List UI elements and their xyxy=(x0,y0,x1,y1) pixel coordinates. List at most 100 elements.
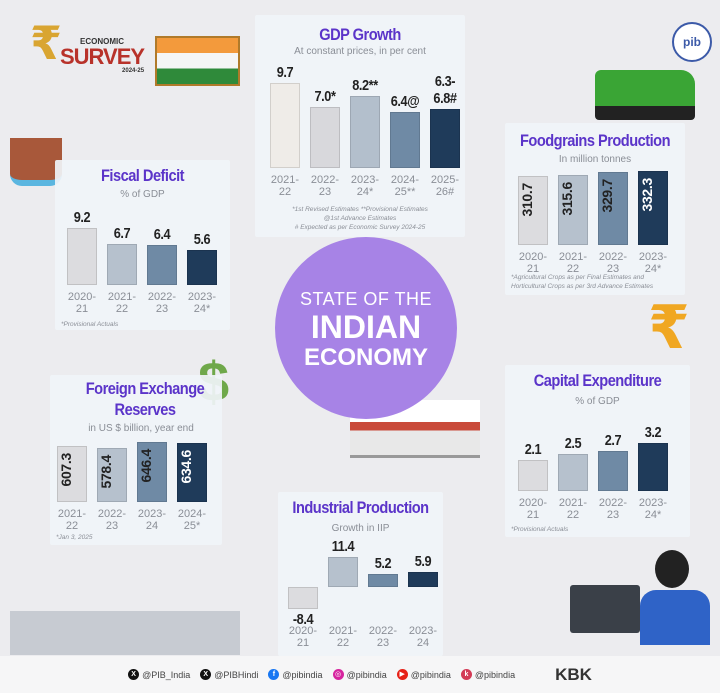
chart-title: GDP Growth xyxy=(319,25,401,44)
category-label: 2021-22 xyxy=(270,174,300,198)
value-label: 5.9 xyxy=(414,552,432,570)
credit: KBK xyxy=(555,664,592,684)
chart-title: Foreign Exchange Reserves xyxy=(85,379,205,419)
value-label: 9.2 xyxy=(73,209,91,227)
category-label: 2023-24* xyxy=(638,251,668,275)
tractor-icon xyxy=(595,70,695,120)
category-label: 2022-23 xyxy=(97,508,127,532)
capex-plot: 2.1 2020-21 2.5 2021-22 2.7 2022-23 3.2 2023-24… xyxy=(513,424,688,521)
social-handles: X @PIB_India X @PIBHindi f @pibindia ◎ @pibindi… xyxy=(128,669,515,680)
chart-title: Industrial Production xyxy=(292,498,429,517)
value-label: 6.4@ xyxy=(390,93,420,110)
value-label: 7.0* xyxy=(314,87,336,105)
bar xyxy=(107,243,137,285)
kooapp-icon: k xyxy=(460,669,472,680)
value-label: 6.7 xyxy=(113,224,131,242)
category-label: 2020-21 xyxy=(67,291,97,315)
value-label: 634.6 xyxy=(178,450,194,484)
note-line: *1st Revised Estimates **Provisional Est… xyxy=(292,206,428,213)
foodgrains-panel: Foodgrains Production In million tonnes … xyxy=(505,123,685,295)
social-handle[interactable]: X @PIB_India xyxy=(128,669,190,680)
note-line: *Provisional Actuals xyxy=(61,321,119,328)
social-handle[interactable]: ▶ @pibindia xyxy=(396,669,451,680)
instagram-icon: ◎ xyxy=(332,669,344,680)
center-line-1: STATE OF THE xyxy=(299,289,432,309)
economic-survey-logo: ECONOMIC SURVEY 2024-25 xyxy=(60,37,145,75)
india-flag-container-icon xyxy=(155,36,240,86)
chart-title: Fiscal Deficit xyxy=(101,166,184,185)
category-label: 2025-26# xyxy=(430,174,460,198)
footer: X @PIB_India X @PIBHindi f @pibindia ◎ @pibindi… xyxy=(0,656,720,693)
bar xyxy=(408,571,438,588)
category-label: 2021-22 xyxy=(107,291,137,315)
value-label: 332.3 xyxy=(639,177,655,212)
note-line: *Agricultural Crops as per Final Estimat… xyxy=(511,274,644,281)
value-label: 5.2 xyxy=(374,554,392,572)
handle-text: @pibindia xyxy=(346,669,387,680)
chart-notes: *Provisional Actuals xyxy=(61,320,224,329)
category-label: 2022-23 xyxy=(598,497,628,521)
industrial-plot: -8.4 2020-21 11.4 2021-22 5.2 2022-23 5.9 2023-… xyxy=(283,538,443,649)
note-line: *Jan 3, 2025 xyxy=(56,534,93,541)
chart-title: Capital Expenditure xyxy=(533,371,662,390)
x-icon: X xyxy=(128,669,140,680)
chart-subtitle: At constant prices, in per cent xyxy=(294,46,426,57)
chart-subtitle: Growth in IIP xyxy=(331,523,390,534)
value-label: 8.2** xyxy=(352,77,378,95)
center-line-2: INDIAN xyxy=(310,309,422,345)
center-line-3: ECONOMY xyxy=(303,344,428,371)
bar xyxy=(147,245,177,285)
category-label: 2021-22 xyxy=(558,251,588,275)
social-handle[interactable]: k @pibindia xyxy=(460,669,516,680)
bar: 332.3 xyxy=(638,170,668,245)
bar: 329.7 xyxy=(598,171,628,245)
category-label: 2020-21 xyxy=(518,497,548,521)
value-label: -8.4 xyxy=(292,611,314,629)
bar: 578.4 xyxy=(97,448,127,502)
handle-text: @pibindia xyxy=(474,669,516,680)
category-label: 2023-24 xyxy=(137,508,167,532)
handle-text: @PIBHindi xyxy=(214,669,259,680)
chart-subtitle: % of GDP xyxy=(575,396,620,407)
handle-text: @PIB_India xyxy=(142,669,191,680)
category-label: 2022-23 xyxy=(598,251,628,275)
value-label: 5.6 xyxy=(193,231,211,249)
value-label: 2.5 xyxy=(564,434,582,452)
chart-notes: *Agricultural Crops as per Final Estimat… xyxy=(511,273,679,291)
bar xyxy=(558,453,588,491)
x-icon: X xyxy=(200,669,212,680)
value-label: 9.7 xyxy=(276,64,294,82)
fiscal-plot: 9.2 2020-21 6.7 2021-22 6.4 2022-23 5.6 2023-24… xyxy=(62,209,227,315)
bar: 315.6 xyxy=(558,174,588,245)
bar xyxy=(187,250,217,285)
social-handle[interactable]: ◎ @pibindia xyxy=(332,669,387,680)
social-handle[interactable]: f @pibindia xyxy=(268,669,323,680)
category-label: 2023-24* xyxy=(638,497,668,521)
value-label: 6.3-6.8# xyxy=(433,72,457,107)
chart-notes: *Jan 3, 2025 xyxy=(56,533,216,542)
category-label: 2024-25** xyxy=(390,174,420,198)
bar xyxy=(368,573,398,588)
bar xyxy=(67,228,97,285)
category-label: 2023-24 xyxy=(408,625,438,649)
laptop xyxy=(570,585,640,633)
foodgrains-plot: 310.7 2020-21 315.6 2021-22 329.7 2022-23 332.… xyxy=(513,167,683,275)
category-label: 2021-22 xyxy=(328,625,358,649)
value-label: 2.7 xyxy=(604,431,622,449)
value-label: 578.4 xyxy=(98,455,114,489)
category-label: 2021-22 xyxy=(558,497,588,521)
industrial-production-panel: Industrial Production Growth in IIP -8.4… xyxy=(278,492,443,656)
bar: 634.6 xyxy=(177,443,207,502)
state-of-economy-badge: STATE OF THE INDIAN ECONOMY xyxy=(275,237,457,419)
category-label: 2022-23 xyxy=(368,625,398,649)
category-label: 2024-25* xyxy=(177,508,207,532)
bar xyxy=(328,557,358,588)
bar xyxy=(350,96,380,168)
pib-logo-icon: pib xyxy=(672,22,712,62)
social-handle[interactable]: X @PIBHindi xyxy=(200,669,258,680)
facebook-icon: f xyxy=(268,669,280,680)
person-head xyxy=(655,550,689,588)
handle-text: @pibindia xyxy=(410,669,451,680)
bar xyxy=(288,587,318,610)
category-label: 2021-22 xyxy=(57,508,87,532)
